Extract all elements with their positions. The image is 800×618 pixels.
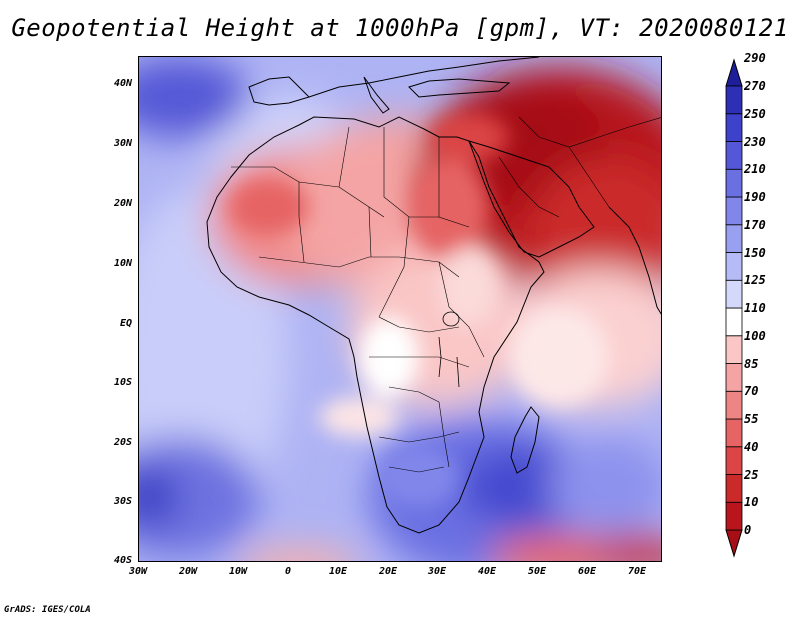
chart-title: Geopotential Height at 1000hPa [gpm], VT…: [11, 14, 789, 42]
colorbar-level-label: 150: [744, 245, 766, 260]
lat-tick-label: 10N: [113, 258, 132, 269]
colorbar-level-label: 25: [744, 467, 759, 482]
colorbar-level-label: 85: [744, 356, 759, 371]
colorbar-level-label: 170: [744, 217, 766, 232]
colorbar-segment: [725, 252, 743, 281]
colorbar-level-label: 110: [744, 301, 766, 315]
colorbar-level-label: 210: [744, 162, 766, 177]
lat-tick-label: 30S: [113, 496, 132, 507]
lat-tick-label: 30N: [113, 138, 132, 149]
colorbar-level-label: 270: [744, 79, 766, 93]
colorbar: [725, 58, 743, 558]
colorbar-max-arrow: [725, 58, 743, 87]
colorbar-level-label: 250: [744, 106, 766, 121]
lon-tick-label: 10E: [328, 566, 348, 577]
lon-tick-label: 10W: [228, 566, 248, 577]
grads-credit: GrADS: IGES/COLA: [4, 605, 91, 615]
colorbar-level-label: 70: [744, 384, 759, 399]
lat-tick-label: 20N: [113, 198, 132, 209]
colorbar-segment: [725, 85, 743, 115]
colorbar-segment: [725, 501, 743, 531]
lat-tick-label: 10S: [113, 377, 132, 388]
lon-tick-label: 30E: [427, 566, 447, 577]
colorbar-segment: [725, 224, 743, 253]
lat-tick-label: EQ: [119, 318, 132, 329]
colorbar-segment: [725, 168, 743, 198]
colorbar-segment: [725, 474, 743, 503]
colorbar-segment: [725, 446, 743, 475]
map-plot-area: [138, 56, 662, 562]
colorbar-level-label: 230: [744, 134, 766, 149]
colorbar-segment: [725, 335, 743, 364]
colorbar-segment: [725, 390, 743, 420]
colorbar-level-label: 190: [744, 190, 766, 204]
colorbar-segment: [725, 196, 743, 226]
colorbar-level-label: 55: [744, 412, 759, 426]
lon-tick-label: 40E: [477, 566, 497, 577]
colorbar-segment: [725, 113, 743, 142]
lon-tick-label: 60E: [577, 566, 597, 577]
lat-tick-label: 40S: [113, 555, 132, 566]
lon-tick-label: 0: [284, 566, 292, 577]
colorbar-level-label: 125: [744, 273, 766, 288]
colorbar-segment: [725, 418, 743, 448]
lat-tick-label: 20S: [113, 437, 132, 448]
lon-tick-label: 70E: [627, 566, 647, 577]
lakes: [438, 311, 460, 388]
colorbar-segment: [725, 279, 743, 309]
colorbar-min-arrow: [725, 529, 743, 558]
colorbar-level-label: 290: [744, 51, 766, 66]
geopotential-height-map: [139, 57, 661, 561]
country-borders: [231, 116, 661, 473]
colorbar-segment: [725, 307, 743, 337]
colorbar-segment: [725, 363, 743, 392]
lon-tick-label: 20E: [378, 566, 398, 577]
colorbar-level-label: 10: [744, 495, 759, 510]
colorbar-level-label: 40: [744, 439, 759, 454]
lon-tick-label: 30W: [128, 566, 148, 577]
height-field-detail: [229, 112, 609, 507]
lon-tick-label: 50E: [527, 566, 547, 577]
colorbar-level-label: 100: [744, 328, 766, 343]
lat-tick-label: 40N: [113, 78, 132, 89]
lon-tick-label: 20W: [178, 566, 198, 577]
coastlines: [206, 57, 661, 534]
colorbar-segment: [725, 141, 743, 170]
colorbar-level-label: 0: [744, 523, 752, 537]
